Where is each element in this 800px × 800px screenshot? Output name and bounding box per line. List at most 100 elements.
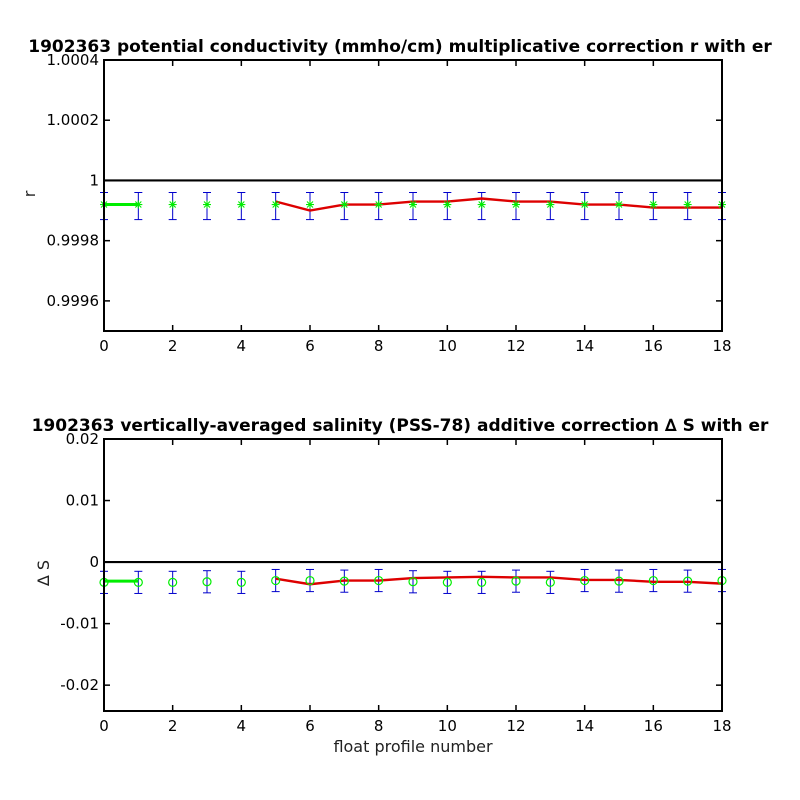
data-point <box>409 200 417 209</box>
data-point <box>545 577 555 587</box>
x-tick-label: 6 <box>305 337 315 355</box>
data-point <box>477 200 486 209</box>
x-tick-label: 10 <box>438 717 457 735</box>
data-point <box>340 200 349 209</box>
data-point-stroke <box>134 201 142 208</box>
x-tick-label: 2 <box>168 717 178 735</box>
data-point <box>580 575 590 586</box>
x-tick-label: 2 <box>168 337 178 355</box>
x-tick-label: 12 <box>506 337 525 355</box>
x-tick-label: 18 <box>712 717 731 735</box>
x-tick-label: 4 <box>237 717 247 735</box>
data-point <box>305 575 315 586</box>
plot-frame <box>103 59 723 332</box>
data-point <box>614 576 624 586</box>
error-bar <box>477 570 486 594</box>
plot-frame <box>103 438 723 712</box>
data-point <box>133 577 143 587</box>
y-tick-label: 1.0004 <box>47 51 100 69</box>
data-point <box>236 577 246 587</box>
x-tick-label: 8 <box>374 337 384 355</box>
data-point <box>649 200 658 209</box>
data-point-stroke <box>237 201 245 208</box>
data-point <box>203 200 211 209</box>
chart-title: 1902363 vertically-averaged salinity (PS… <box>32 416 769 436</box>
x-tick-label: 14 <box>575 717 594 735</box>
data-point-stroke <box>375 201 383 208</box>
y-tick-label: -0.01 <box>60 615 99 633</box>
data-point <box>271 575 281 586</box>
y-tick-label: 1.0002 <box>47 111 100 129</box>
error-bar <box>306 568 314 593</box>
data-point-stroke <box>169 201 177 208</box>
data-point-stroke <box>546 201 554 208</box>
error-bar <box>203 570 211 594</box>
error-bar <box>271 568 280 593</box>
data-point <box>374 575 384 586</box>
data-point <box>580 200 589 209</box>
salinity-correction-chart: 1902363 vertically-averaged salinity (PS… <box>32 416 769 756</box>
x-tick-label: 18 <box>712 337 731 355</box>
data-point <box>168 577 178 587</box>
x-tick-label: 14 <box>575 337 594 355</box>
data-point <box>306 200 314 209</box>
data-point <box>546 200 555 209</box>
error-bar <box>237 570 246 594</box>
conductivity-correction-chart: 1902363 potential conductivity (mmho/cm)… <box>20 37 772 355</box>
data-point <box>442 577 452 587</box>
data-point <box>271 200 280 209</box>
data-point-stroke <box>512 201 520 208</box>
y-tick-label: 0.9996 <box>47 292 100 310</box>
data-point-stroke <box>272 201 280 208</box>
data-point-stroke <box>684 201 692 208</box>
data-point-stroke <box>615 201 623 208</box>
data-point-stroke <box>478 201 486 208</box>
x-tick-label: 4 <box>237 337 247 355</box>
y-tick-label: 1 <box>89 171 99 189</box>
data-point <box>374 200 383 209</box>
plot-area: 0 2 4 6 8 10 12 14 16 18 -0.02 -0.01 0 0.01 0.02 <box>60 430 731 735</box>
series-line-red <box>275 575 723 586</box>
data-point-stroke <box>306 201 314 208</box>
data-point <box>134 200 143 209</box>
error-bar <box>443 570 452 594</box>
x-tick-label: 0 <box>99 337 109 355</box>
data-point <box>683 200 692 209</box>
y-tick-label: 0.9998 <box>47 232 100 250</box>
data-point-stroke <box>340 201 348 208</box>
data-point <box>511 576 521 586</box>
x-axis-label: float profile number <box>333 737 493 756</box>
series-line-red <box>275 197 722 212</box>
chart-title: 1902363 potential conductivity (mmho/cm)… <box>28 37 772 57</box>
data-point <box>477 577 487 587</box>
x-tick-label: 16 <box>644 717 663 735</box>
y-axis-label: ∆ S <box>34 560 53 587</box>
error-bar <box>409 570 417 594</box>
y-tick-label: 0.02 <box>66 430 99 448</box>
error-bar <box>615 569 623 593</box>
data-point <box>202 577 212 587</box>
data-point <box>339 576 349 586</box>
data-point <box>615 200 623 209</box>
x-tick-label: 10 <box>438 337 457 355</box>
data-point <box>408 577 418 587</box>
data-point-stroke <box>409 201 417 208</box>
data-point <box>443 200 452 209</box>
y-tick-label: 0.01 <box>66 492 99 510</box>
x-tick-label: 0 <box>99 717 109 735</box>
x-tick-label: 12 <box>506 717 525 735</box>
error-bar <box>168 570 177 594</box>
x-tick-label: 16 <box>644 337 663 355</box>
plot-area: 0 2 4 6 8 10 12 14 16 18 0.9996 0.9998 1 1.0002 1.0004 <box>47 51 732 355</box>
data-point <box>237 200 246 209</box>
data-point-stroke <box>649 201 657 208</box>
data-point <box>683 576 693 586</box>
data-point-stroke <box>203 201 211 208</box>
data-point <box>648 575 658 586</box>
error-bar <box>512 569 520 593</box>
data-point <box>168 200 177 209</box>
x-tick-label: 8 <box>374 717 384 735</box>
data-point <box>512 200 520 209</box>
error-bar <box>546 570 555 594</box>
